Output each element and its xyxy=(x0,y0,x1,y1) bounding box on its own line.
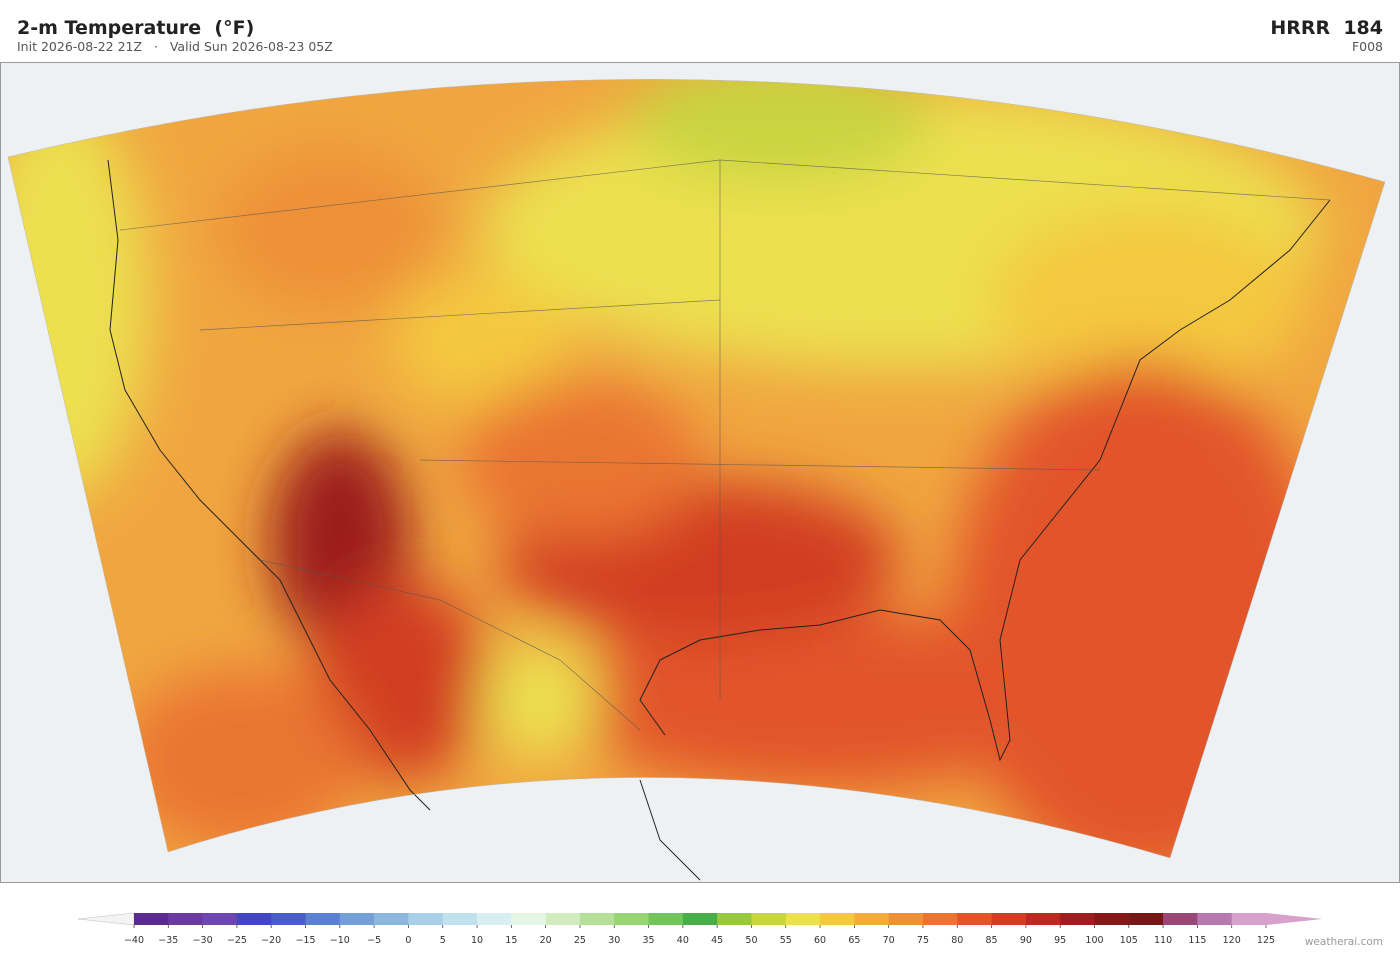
colorbar-box xyxy=(236,913,272,925)
colorbar-tick-label: −25 xyxy=(227,935,247,946)
colorbar-box xyxy=(134,913,169,925)
colorbar-tick-label: 125 xyxy=(1257,935,1275,946)
temperature-field xyxy=(8,79,1385,859)
colorbar-tick-label: 115 xyxy=(1188,935,1206,946)
subtitle: Init 2026-08-22 21Z · Valid Sun 2026-08-… xyxy=(17,39,333,54)
colorbar-box xyxy=(1094,913,1130,925)
colorbar-tick-label: −40 xyxy=(124,935,144,946)
colorbar-tick-label: 85 xyxy=(986,935,998,946)
colorbar-box xyxy=(1163,913,1198,925)
colorbar-tick-label: −5 xyxy=(367,935,381,946)
colorbar-box xyxy=(271,913,306,925)
colorbar-box xyxy=(957,913,992,925)
model-label: HRRR 184 xyxy=(1270,17,1383,39)
colorbar-over xyxy=(1266,913,1322,925)
colorbar-box xyxy=(339,913,375,925)
colorbar-box xyxy=(579,913,615,925)
colorbar-box xyxy=(202,913,238,925)
colorbar-box xyxy=(408,913,444,925)
colorbar: −40 −35 −30 −25 −20 −15 −10 −5 0 5 10 15 20 25 30 35 40 4… xyxy=(77,912,1322,946)
colorbar-box xyxy=(511,913,546,925)
colorbar-tick-label: 10 xyxy=(471,935,483,946)
colorbar-box xyxy=(751,913,787,925)
colorbar-box xyxy=(545,913,581,925)
borders xyxy=(119,159,1331,731)
colorbar-box xyxy=(922,913,958,925)
colorbar-tick-label: 65 xyxy=(848,935,860,946)
colorbar-box xyxy=(477,913,512,925)
colorbar-tick-label: −30 xyxy=(193,935,213,946)
colorbar-tick-label: 0 xyxy=(405,935,411,946)
colorbar-tick-label: 95 xyxy=(1054,935,1066,946)
colorbar-tick-label: 70 xyxy=(883,935,895,946)
colorbar-box xyxy=(614,913,649,925)
colorbar-box xyxy=(442,913,478,925)
colorbar-tick-label: 60 xyxy=(814,935,826,946)
colorbar-tick-label: 50 xyxy=(745,935,757,946)
colorbar-box xyxy=(1128,913,1164,925)
colorbar-tick-label: 80 xyxy=(951,935,963,946)
colorbar-box xyxy=(1197,913,1232,925)
colorbar-tick-label: 100 xyxy=(1085,935,1103,946)
colorbar-tick-label: 40 xyxy=(677,935,689,946)
colorbar-box xyxy=(888,913,924,925)
credit: weatherai.com xyxy=(1305,936,1383,948)
colorbar-tick-label: −35 xyxy=(158,935,178,946)
colorbar-box xyxy=(1025,913,1061,925)
coastlines xyxy=(107,159,1331,881)
colorbar-tick-label: 20 xyxy=(540,935,552,946)
colorbar-tick-label: 35 xyxy=(642,935,654,946)
colorbar-box xyxy=(1060,913,1095,925)
colorbar-box xyxy=(820,913,855,925)
colorbar-box xyxy=(168,913,203,925)
colorbar-box xyxy=(854,913,889,925)
forecast-hour: F008 xyxy=(1352,39,1383,54)
colorbar-tick-label: −10 xyxy=(330,935,350,946)
colorbar-box xyxy=(991,913,1027,925)
colorbar-box xyxy=(305,913,341,925)
colorbar-tick-label: 15 xyxy=(505,935,517,946)
colorbar-box xyxy=(717,913,752,925)
colorbar-box xyxy=(648,913,684,925)
colorbar-box xyxy=(785,913,821,925)
colorbar-tick-label: 55 xyxy=(780,935,792,946)
colorbar-box xyxy=(682,913,718,925)
colorbar-box xyxy=(1231,913,1267,925)
domain-outline xyxy=(7,79,1386,859)
colorbar-tick-label: 30 xyxy=(608,935,620,946)
colorbar-tick-label: 25 xyxy=(574,935,586,946)
colorbar-tick-label: 75 xyxy=(917,935,929,946)
colorbar-tick-label: 120 xyxy=(1223,935,1241,946)
colorbar-under xyxy=(77,912,135,926)
colorbar-tick-label: −20 xyxy=(261,935,281,946)
colorbar-tick-label: 45 xyxy=(711,935,723,946)
title: 2-m Temperature (°F) xyxy=(17,17,254,39)
colorbar-tick-label: 90 xyxy=(1020,935,1032,946)
colorbar-box xyxy=(374,913,409,925)
colorbar-tick-label: −15 xyxy=(295,935,315,946)
colorbar-tick-label: 5 xyxy=(440,935,446,946)
colorbar-tick-label: 110 xyxy=(1154,935,1172,946)
colorbar-tick-label: 105 xyxy=(1120,935,1138,946)
